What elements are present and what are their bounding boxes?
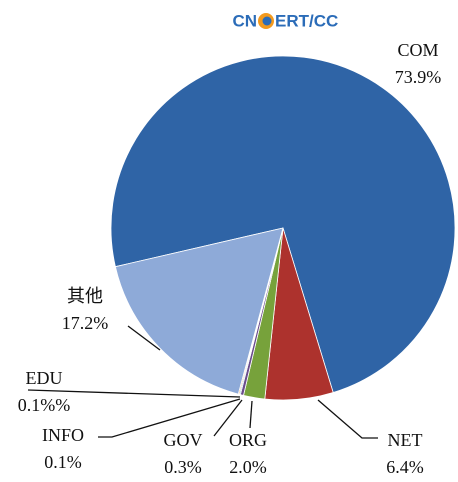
leader-line	[27, 389, 241, 398]
value-label: 0.3%	[164, 457, 202, 477]
logo-icon	[262, 16, 272, 26]
leader-line	[249, 400, 253, 429]
logo: CN ERT/CC	[232, 11, 338, 30]
slice-label: NET	[388, 430, 423, 450]
slice-label: ORG	[229, 430, 267, 450]
value-label: 0.1%	[44, 452, 82, 472]
value-label: 6.4%	[386, 457, 424, 477]
logo-text: ERT/CC	[275, 11, 338, 30]
slice-label: GOV	[164, 430, 203, 450]
slice-label: EDU	[26, 368, 63, 388]
value-label: 0.1%%	[18, 395, 71, 415]
pie-slice	[114, 227, 284, 395]
leader-line	[127, 325, 161, 351]
slice-label: COM	[397, 40, 438, 60]
value-label: 73.9%	[395, 67, 442, 87]
value-label: 2.0%	[229, 457, 267, 477]
slice-label: INFO	[42, 425, 84, 445]
leader-line	[98, 398, 241, 438]
logo-text: CN	[232, 11, 257, 30]
value-label: 17.2%	[62, 313, 109, 333]
leader-line	[317, 399, 378, 439]
leader-line	[213, 399, 243, 437]
pie-slice	[110, 55, 456, 394]
slice-label: 其他	[67, 286, 103, 306]
